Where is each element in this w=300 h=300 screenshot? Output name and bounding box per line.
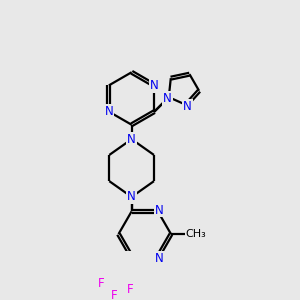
Text: N: N [104,105,113,118]
Text: F: F [127,283,134,296]
Text: N: N [127,133,136,146]
Text: N: N [163,92,172,105]
Text: N: N [155,203,164,217]
Text: F: F [111,289,118,300]
Text: F: F [98,277,105,290]
Text: N: N [183,100,192,113]
Text: N: N [150,79,159,92]
Text: CH₃: CH₃ [186,229,206,239]
Text: N: N [127,190,136,203]
Text: N: N [155,252,164,265]
